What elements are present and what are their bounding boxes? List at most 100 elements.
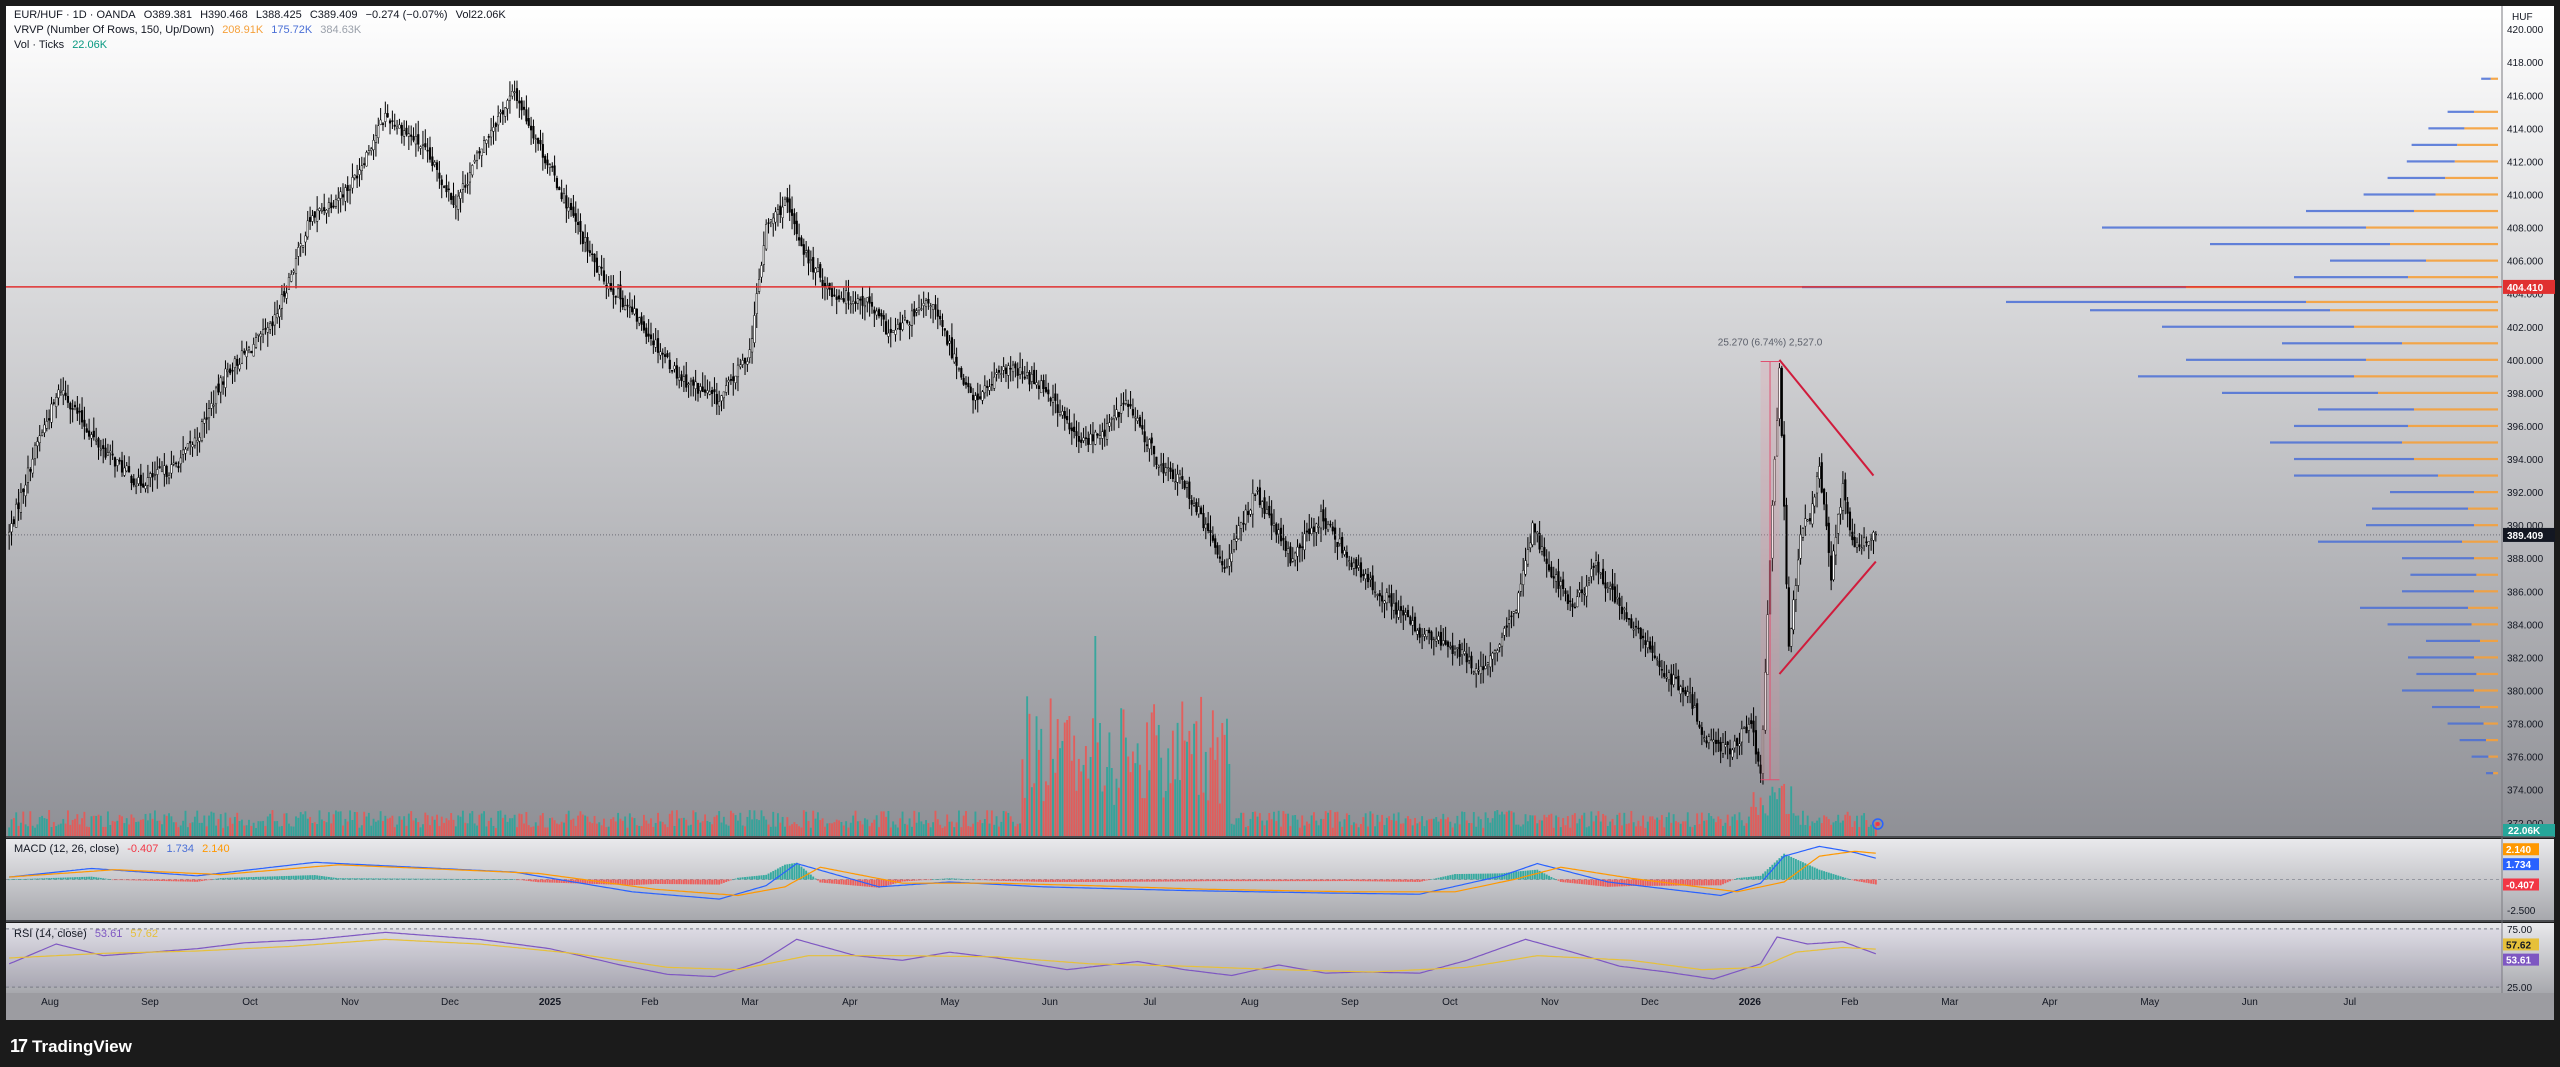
volume-bar: [335, 810, 337, 836]
macd-hist-bar: [685, 879, 688, 885]
volume-bar: [534, 822, 537, 836]
macd-hist-bar: [617, 879, 620, 885]
candle-body: [971, 394, 975, 401]
macd-hist-bar: [1630, 879, 1633, 886]
candle-body: [1421, 634, 1424, 637]
vp-down-row: [2474, 524, 2498, 527]
macd-hist-bar: [346, 878, 349, 880]
volume-bar: [1334, 812, 1337, 836]
volume-bar: [83, 811, 86, 836]
volume-bar: [1813, 822, 1816, 836]
candle-body: [153, 474, 157, 476]
volume-bar: [579, 811, 582, 836]
tradingview-logo[interactable]: 17 TradingView: [10, 1036, 132, 1057]
candle-body: [993, 376, 996, 389]
candle-body: [492, 127, 495, 132]
legend-high: H390.468: [200, 9, 248, 21]
volume-bar: [690, 824, 692, 836]
volume-legend[interactable]: Vol · Ticks 22.06K: [14, 39, 112, 51]
main-pane-background: [6, 6, 2554, 836]
macd-hist-bar: [452, 878, 455, 880]
volume-bar: [614, 821, 617, 836]
macd-hist-bar: [208, 879, 210, 881]
candle-body: [1646, 641, 1649, 648]
candle-body: [1044, 387, 1048, 392]
macd-hist-bar: [43, 878, 46, 880]
volume-bar: [85, 826, 88, 836]
candle-body: [1388, 595, 1391, 598]
macd-hist-bar: [1291, 879, 1294, 882]
candle-body: [325, 209, 328, 214]
vp-up-row: [2390, 490, 2474, 494]
macd-hist-bar: [212, 879, 215, 880]
macd-hist-bar: [1439, 877, 1442, 880]
candle-body: [431, 156, 434, 167]
vp-down-row: [2454, 160, 2498, 163]
volume-bar: [1251, 812, 1254, 836]
candle-body: [313, 211, 316, 218]
candle-body: [1559, 581, 1562, 587]
vrvp-legend[interactable]: VRVP (Number Of Rows, 150, Up/Down) 208.…: [14, 24, 366, 36]
volume-bar: [1870, 824, 1873, 836]
volume-bar: [1289, 826, 1292, 836]
macd-hist-bar: [1797, 860, 1800, 880]
candle-body: [1164, 467, 1167, 473]
candle-body: [1195, 502, 1198, 513]
macd-hist-bar: [405, 878, 408, 880]
candle-body: [1256, 490, 1259, 492]
volume-bar: [1498, 814, 1501, 836]
volume-bar: [1651, 816, 1654, 836]
candle-body: [1698, 724, 1701, 728]
candle-body: [626, 304, 629, 307]
price-tick-label: 418.000: [2507, 58, 2544, 69]
candle-body: [1089, 433, 1092, 445]
candle-body: [861, 295, 864, 306]
volume-bar: [593, 815, 596, 836]
vp-up-row: [2459, 739, 2486, 742]
macd-hist-bar: [1223, 879, 1226, 882]
volume-bar: [1646, 821, 1649, 836]
macd-hist-bar: [1129, 879, 1132, 882]
price-chart-svg[interactable]: 372.000374.000376.000378.000380.000382.0…: [0, 0, 2560, 1026]
volume-bar: [1644, 827, 1647, 836]
candle-body: [1223, 567, 1226, 569]
volume-bar: [1780, 785, 1783, 836]
candle-body: [835, 296, 838, 300]
volume-bar: [78, 824, 81, 836]
time-axis-label: Feb: [1841, 997, 1859, 1008]
volume-bar: [1611, 818, 1614, 836]
volume-bar: [240, 819, 243, 836]
candle-body: [1122, 402, 1125, 405]
candle-body: [948, 340, 951, 344]
candle-body: [1634, 625, 1638, 628]
rsi-tick-label: 25.00: [2507, 983, 2532, 994]
volume-bar: [1766, 815, 1769, 836]
candle-body: [1707, 736, 1710, 743]
rsi-value: 53.61: [94, 928, 123, 940]
candle-body: [1564, 590, 1567, 594]
macd-hist-bar: [1578, 879, 1581, 884]
candle-body: [452, 195, 455, 206]
macd-hist-bar: [205, 879, 208, 881]
volume-bar: [1287, 813, 1290, 836]
candle-body: [743, 357, 747, 364]
vp-up-row: [2294, 424, 2408, 428]
macd-hist-bar: [1635, 879, 1637, 886]
macd-legend[interactable]: MACD (12, 26, close) -0.407 1.734 2.140: [14, 843, 235, 855]
candle-body: [821, 279, 824, 288]
volume-bar: [262, 820, 265, 836]
volume-bar: [847, 827, 850, 836]
candle-body: [1409, 616, 1412, 625]
candle-body: [1108, 422, 1111, 427]
macd-hist-bar: [668, 879, 671, 885]
candle-body: [1630, 618, 1633, 629]
macd-hist-bar: [889, 879, 892, 885]
candle-body: [1590, 568, 1593, 577]
volume-bar: [50, 826, 53, 836]
rsi-legend[interactable]: RSI (14, close) 53.61 57.62: [14, 928, 163, 940]
candle-body: [88, 430, 91, 437]
candle-body: [1573, 606, 1576, 609]
candle-body: [1797, 559, 1800, 586]
volume-bar: [1811, 821, 1814, 836]
candle-body: [1728, 748, 1732, 755]
